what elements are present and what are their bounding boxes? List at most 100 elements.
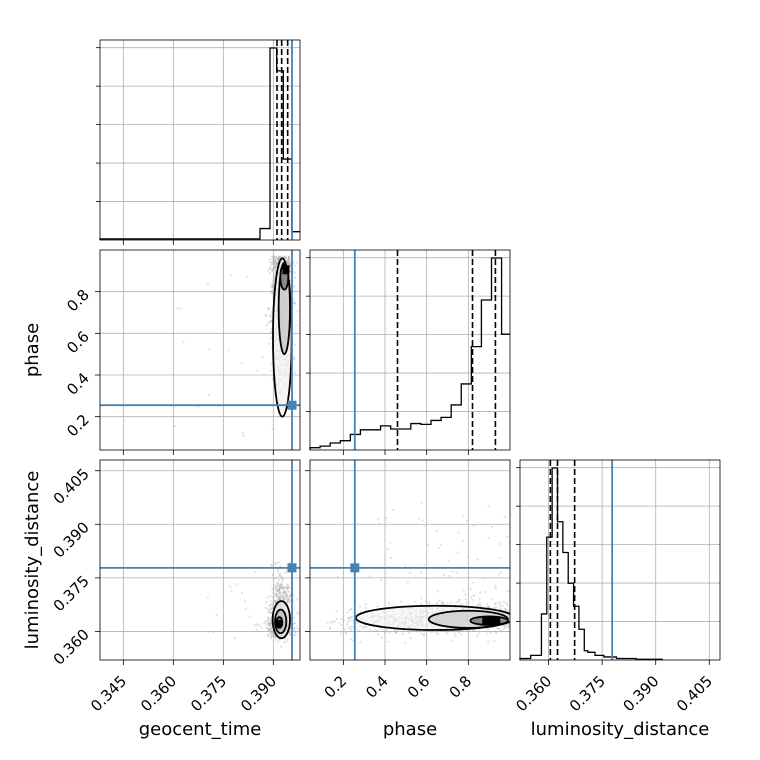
- sample-point: [286, 260, 289, 263]
- sample-point: [274, 585, 277, 589]
- sample-point: [409, 636, 413, 640]
- sample-point: [286, 595, 289, 598]
- sample-point: [502, 600, 506, 603]
- sample-point: [499, 601, 502, 605]
- sample-point: [271, 285, 274, 288]
- sample-point: [513, 626, 515, 628]
- sample-point: [362, 625, 365, 628]
- sample-point: [207, 630, 210, 634]
- x-tick-label: 0.375: [566, 672, 609, 715]
- sample-point: [292, 357, 296, 360]
- sample-point: [288, 255, 291, 259]
- x-tick-label: 0.2: [321, 672, 351, 702]
- sample-point: [293, 285, 296, 288]
- sample-point: [281, 578, 284, 581]
- sample-point: [511, 622, 513, 624]
- sample-point: [340, 617, 343, 620]
- sample-point: [484, 590, 487, 594]
- sample-point: [272, 277, 275, 280]
- sample-point: [436, 590, 439, 593]
- sample-point: [287, 257, 290, 260]
- sample-point: [486, 627, 489, 631]
- sample-point: [263, 621, 266, 625]
- sample-point: [272, 588, 275, 591]
- sample-point: [511, 628, 513, 630]
- sample-point: [376, 605, 379, 608]
- sample-point: [268, 595, 271, 598]
- sample-point: [267, 627, 271, 630]
- sample-point: [265, 601, 268, 604]
- sample-point: [456, 551, 459, 554]
- sample-point: [278, 574, 281, 578]
- sample-point: [215, 613, 218, 617]
- sample-point: [377, 518, 380, 521]
- sample-point: [274, 601, 277, 604]
- sample-point: [261, 355, 264, 359]
- x-tick-label: 0.360: [512, 672, 555, 715]
- x-axis-label: phase: [383, 719, 437, 740]
- sample-point: [270, 292, 273, 295]
- sample-point: [272, 255, 276, 258]
- sample-point: [505, 602, 508, 605]
- sample-point: [287, 257, 290, 261]
- sample-point: [269, 623, 272, 627]
- sample-point: [208, 348, 211, 351]
- sample-point: [472, 594, 475, 597]
- sample-point: [255, 628, 258, 632]
- sample-point: [279, 574, 283, 577]
- sample-point: [342, 619, 345, 623]
- sample-point: [297, 628, 300, 631]
- sample-point: [293, 630, 297, 634]
- sample-point: [278, 588, 281, 591]
- sample-point: [512, 612, 514, 614]
- sample-point: [454, 634, 457, 637]
- sample-point: [281, 255, 284, 258]
- sample-point: [271, 630, 274, 634]
- sample-point: [381, 628, 384, 631]
- sample-point: [478, 591, 482, 594]
- sample-point: [275, 256, 278, 259]
- sample-point: [487, 640, 490, 643]
- sample-point: [211, 630, 215, 633]
- sample-point: [357, 629, 361, 633]
- sample-point: [493, 603, 497, 606]
- sample-point: [278, 585, 281, 588]
- sample-point: [293, 357, 296, 361]
- panel-frame: [309, 459, 511, 661]
- grid-lines-y: [100, 47, 300, 202]
- sample-point: [502, 624, 505, 627]
- sample-point: [356, 628, 359, 631]
- sample-point: [267, 269, 270, 272]
- sample-point: [500, 629, 503, 632]
- sample-point: [461, 539, 464, 542]
- sample-point: [280, 586, 283, 589]
- sample-point: [287, 260, 290, 263]
- sample-point: [271, 259, 275, 263]
- sample-point: [280, 585, 284, 589]
- sample-point: [446, 602, 449, 605]
- sample-point: [270, 607, 273, 610]
- sample-point: [278, 591, 281, 595]
- sample-point: [272, 256, 275, 259]
- sample-point: [277, 589, 280, 592]
- y-axis-label: luminosity_distance: [22, 471, 43, 650]
- sample-point: [359, 624, 362, 628]
- plot-area: [100, 250, 300, 450]
- sample-point: [268, 611, 271, 614]
- sample-point: [358, 605, 362, 608]
- sample-point: [457, 631, 461, 634]
- sample-point: [276, 258, 280, 262]
- panel-frame: [99, 39, 301, 241]
- sample-point: [288, 631, 291, 634]
- sample-point: [273, 577, 276, 580]
- sample-point: [265, 626, 268, 629]
- sample-point: [498, 603, 502, 607]
- sample-point: [278, 590, 281, 593]
- sample-point: [442, 573, 446, 577]
- sample-point: [385, 628, 388, 631]
- sample-point: [294, 324, 298, 327]
- sample-point: [429, 630, 433, 633]
- grid-lines: [100, 460, 300, 660]
- sample-point: [270, 635, 273, 638]
- sample-point: [292, 622, 296, 625]
